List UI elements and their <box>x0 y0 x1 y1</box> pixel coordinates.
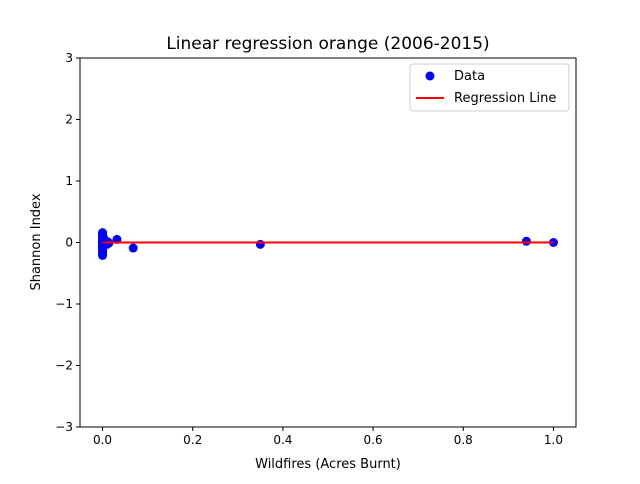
y-axis-label: Shannon Index <box>29 193 44 290</box>
legend: Data Regression Line <box>409 63 570 112</box>
y-tick-label: 1 <box>65 174 73 188</box>
legend-label: Regression Line <box>454 91 556 106</box>
y-tick-label: −3 <box>55 420 73 434</box>
data-point <box>128 243 138 253</box>
y-tick-label: 3 <box>65 51 73 65</box>
legend-label: Data <box>454 69 485 84</box>
x-tick-label: 1.0 <box>544 433 563 447</box>
chart-title: Linear regression orange (2006-2015) <box>166 34 489 54</box>
data-point <box>98 250 108 260</box>
x-tick-label: 0.0 <box>93 433 112 447</box>
data-point <box>255 239 265 249</box>
x-tick-label: 0.2 <box>183 433 202 447</box>
y-tick-label: −2 <box>55 359 73 373</box>
legend-marker-data <box>425 71 435 81</box>
y-tick-label: 0 <box>65 236 73 250</box>
y-tick-label: 2 <box>65 113 73 127</box>
y-tick-label: −1 <box>55 297 73 311</box>
x-tick-label: 0.8 <box>454 433 473 447</box>
x-tick-label: 0.4 <box>273 433 292 447</box>
x-axis-label: Wildfires (Acres Burnt) <box>255 457 401 472</box>
x-tick-label: 0.6 <box>364 433 383 447</box>
data-point <box>521 236 531 246</box>
legend-frame <box>409 63 570 112</box>
